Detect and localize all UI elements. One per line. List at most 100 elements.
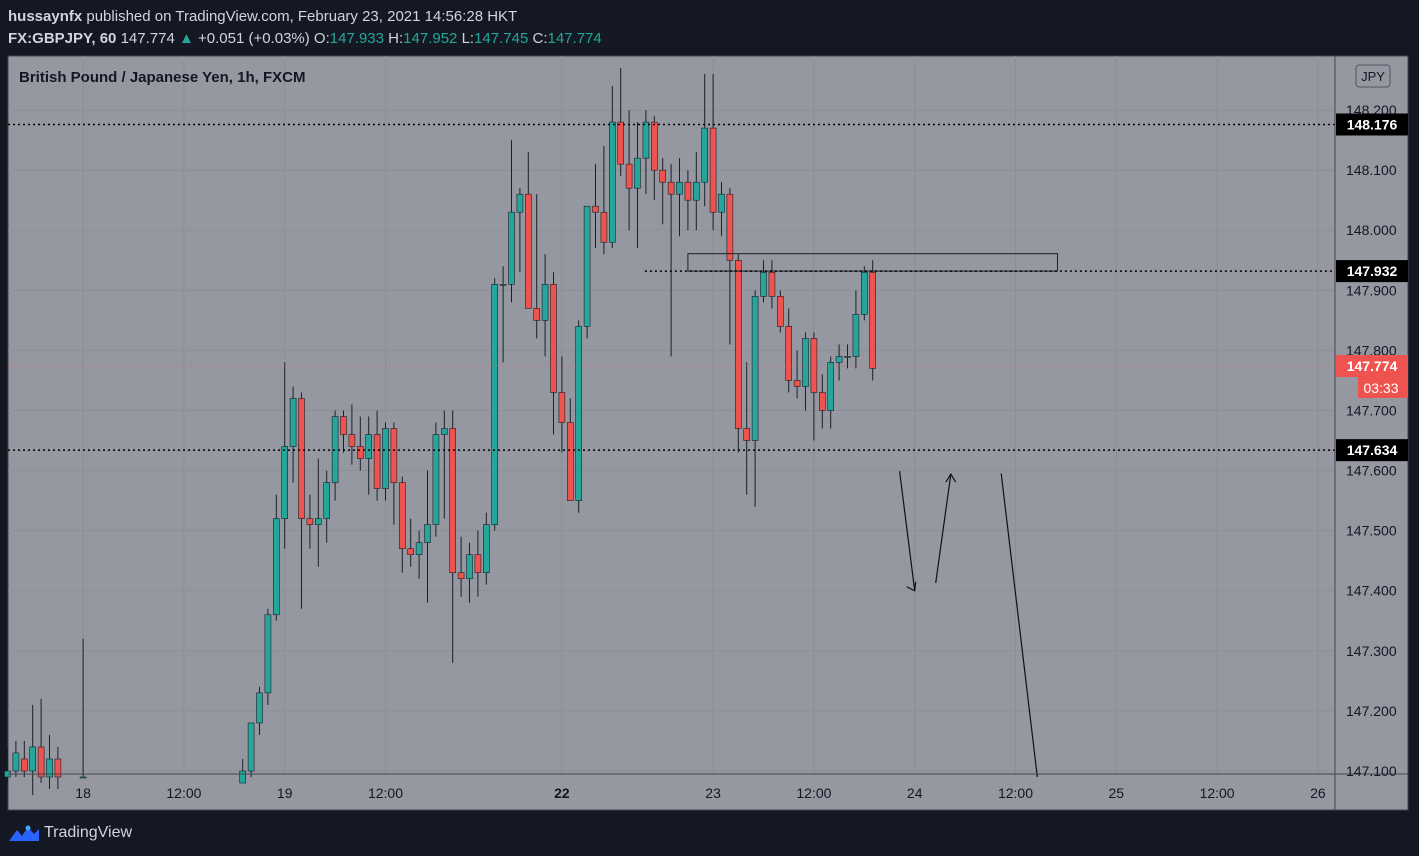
candle-body [827, 362, 835, 411]
candle-body [457, 572, 465, 580]
candle-92 [776, 290, 784, 333]
y-tick-label: 147.400 [1346, 583, 1397, 599]
candle-29 [247, 722, 255, 778]
candle-45 [382, 422, 389, 501]
candle-body [785, 326, 793, 381]
price-tags: 148.176 147.932 147.634 147.774 03:33 [1336, 113, 1408, 462]
candle-86 [726, 188, 734, 345]
candle-body [625, 163, 633, 189]
candle-body [642, 121, 650, 159]
candle-69 [583, 205, 591, 339]
publisher-name[interactable]: hussaynfx [8, 8, 83, 25]
candle-body [432, 434, 440, 525]
candle-body [592, 205, 599, 213]
candle-body [524, 193, 532, 309]
candle-72 [608, 86, 616, 249]
published-text: published on TradingView.com, February 2… [86, 8, 518, 25]
time-axis[interactable]: 18 12:00 19 12:00 22 23 12:00 24 12:00 25 12:00 26 [75, 785, 1326, 801]
y-tick-label: 147.900 [1346, 282, 1397, 298]
candle-body [272, 518, 280, 616]
candle-68 [575, 320, 583, 513]
candle-body [281, 446, 289, 519]
candle-55 [466, 542, 473, 603]
horizontal-levels [8, 123, 1335, 451]
candle-43 [365, 416, 373, 495]
candle-body [802, 338, 809, 387]
candle-body [29, 746, 37, 772]
open-label: O: [313, 30, 330, 47]
candle-94 [793, 350, 801, 399]
candle-90 [760, 260, 767, 303]
trend-line-0[interactable] [898, 471, 916, 591]
candle-body [390, 428, 398, 483]
candle-66 [558, 356, 566, 453]
publish-info: hussaynfx published on TradingView.com, … [8, 8, 517, 25]
x-tick-label: 12:00 [368, 785, 403, 801]
resistance-zone-box[interactable] [687, 253, 1059, 272]
candle-81 [684, 170, 692, 231]
candle-body [533, 308, 541, 321]
tradingview-logo-icon[interactable] [8, 824, 40, 842]
candle-body [751, 296, 759, 441]
candle-85 [718, 182, 725, 237]
candle-body [566, 422, 574, 501]
candle-35 [298, 392, 305, 609]
candle-58 [491, 278, 499, 531]
candle-6 [54, 746, 62, 790]
candle-71 [600, 146, 608, 255]
candle-body [835, 356, 843, 363]
candle-44 [373, 410, 381, 501]
candle-body [701, 127, 709, 183]
candle-49 [415, 530, 423, 579]
candle-9 [79, 638, 87, 779]
y-tick-label: 147.800 [1346, 342, 1397, 358]
close-label: C: [532, 30, 548, 47]
candle-34 [289, 386, 297, 483]
current-price-tag-bg [1336, 355, 1408, 378]
candle-80 [676, 158, 683, 237]
x-tick-label: 25 [1109, 785, 1125, 801]
y-tick-label: 147.200 [1346, 703, 1397, 719]
trend-line-2[interactable] [1000, 473, 1038, 778]
high-value: 147.952 [403, 30, 458, 47]
candle-99 [835, 344, 843, 381]
x-tick-label: 12:00 [998, 785, 1033, 801]
candle-101 [852, 290, 860, 369]
x-tick-label: 22 [554, 785, 570, 801]
price-axis[interactable]: 148.200148.100148.000147.900147.800147.7… [1346, 102, 1397, 779]
candle-48 [407, 518, 415, 567]
candle-53 [449, 410, 457, 663]
candle-1 [12, 740, 20, 778]
candle-74 [625, 110, 633, 231]
candle-body [541, 284, 549, 321]
x-tick-label: 24 [907, 785, 923, 801]
trend-line-1[interactable] [935, 474, 952, 584]
candle-54 [457, 536, 465, 597]
candle-3 [29, 704, 37, 796]
candle-body [365, 434, 373, 459]
level-tag-bg [1336, 260, 1408, 283]
low-label: L: [461, 30, 475, 47]
candle-2 [20, 740, 28, 778]
candle-97 [818, 374, 826, 429]
candle-52 [440, 410, 448, 519]
candle-body [860, 272, 868, 315]
candle-body [314, 518, 322, 525]
candle-body [844, 356, 851, 358]
candle-body [776, 296, 784, 327]
candle-41 [348, 404, 356, 465]
candle-body [634, 157, 641, 189]
candle-body [323, 482, 331, 519]
currency-badge[interactable]: JPY [1355, 64, 1391, 88]
level-tag-147.932: 147.932 [1336, 260, 1408, 283]
candle-body [676, 181, 683, 195]
candle-body [54, 758, 62, 778]
countdown-tag-bg [1358, 377, 1408, 399]
candle-body [499, 284, 507, 286]
candle-body [466, 554, 473, 580]
brand-name[interactable]: TradingView [44, 824, 133, 841]
candle-body [575, 326, 583, 501]
y-tick-label: 147.500 [1346, 523, 1397, 539]
candle-body [550, 284, 557, 393]
